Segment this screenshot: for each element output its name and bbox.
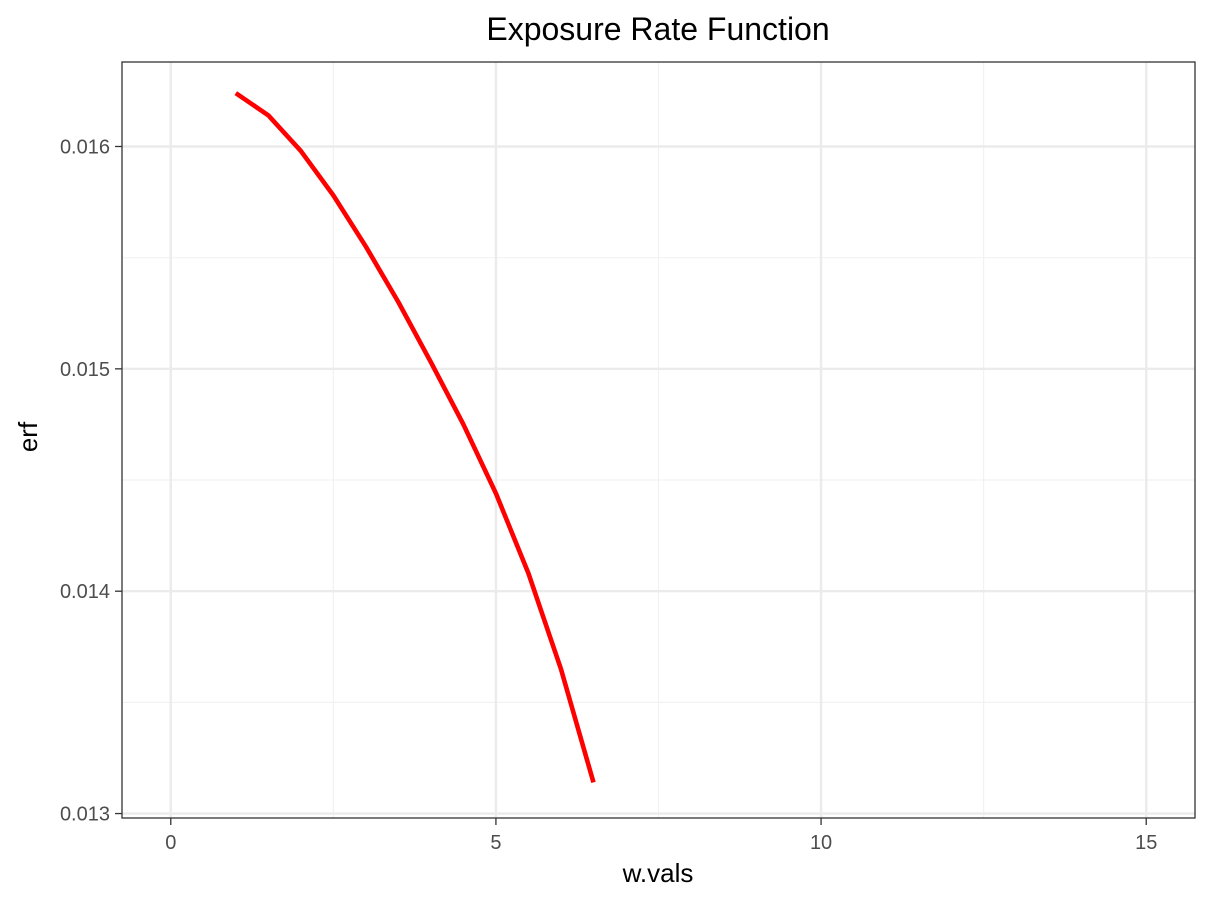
y-axis-title: erf [13,421,43,452]
x-tick-label: 15 [1135,832,1157,854]
x-axis: 0 5 10 15 [165,818,1157,854]
x-tick-label: 0 [165,832,176,854]
x-tick-label: 5 [490,832,501,854]
minor-grid [122,62,1195,818]
y-tick-label: 0.013 [60,804,110,826]
series-layer [234,91,596,784]
series-line [234,91,596,784]
chart-title: Exposure Rate Function [486,11,829,47]
major-grid [122,62,1195,818]
x-tick-label: 10 [810,832,832,854]
y-tick-label: 0.016 [60,136,110,158]
panel-border [121,61,1196,819]
y-tick-label: 0.014 [60,581,110,603]
y-axis: 0.013 0.014 0.015 0.016 [60,136,122,826]
x-axis-title: w.vals [622,858,694,888]
y-tick-label: 0.015 [60,359,110,381]
